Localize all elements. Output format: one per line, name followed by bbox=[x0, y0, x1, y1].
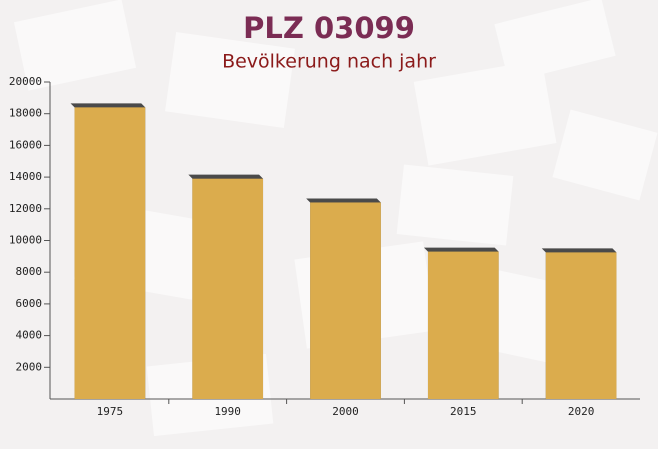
bar bbox=[192, 178, 264, 399]
bar bbox=[427, 251, 499, 399]
bar bbox=[310, 202, 381, 399]
chart-title: PLZ 03099 bbox=[243, 11, 415, 45]
y-tick-label: 10000 bbox=[9, 234, 42, 247]
bar bbox=[545, 252, 617, 399]
bar bbox=[74, 107, 146, 400]
y-tick-label: 12000 bbox=[9, 202, 42, 215]
x-tick-label: 2020 bbox=[568, 405, 595, 418]
x-tick-label: 1975 bbox=[97, 405, 124, 418]
y-tick-label: 2000 bbox=[16, 360, 43, 373]
x-tick-label: 2015 bbox=[450, 405, 477, 418]
y-tick-label: 16000 bbox=[9, 138, 42, 151]
y-tick-label: 18000 bbox=[9, 107, 42, 120]
y-tick-label: 4000 bbox=[16, 329, 43, 342]
y-tick-label: 14000 bbox=[9, 170, 42, 183]
x-tick-label: 2000 bbox=[332, 405, 359, 418]
chart-subtitle: Bevölkerung nach jahr bbox=[222, 51, 436, 73]
x-tick-label: 1990 bbox=[214, 405, 241, 418]
y-tick-label: 20000 bbox=[9, 75, 42, 88]
y-tick-label: 8000 bbox=[16, 265, 43, 278]
y-tick-label: 6000 bbox=[16, 297, 43, 310]
